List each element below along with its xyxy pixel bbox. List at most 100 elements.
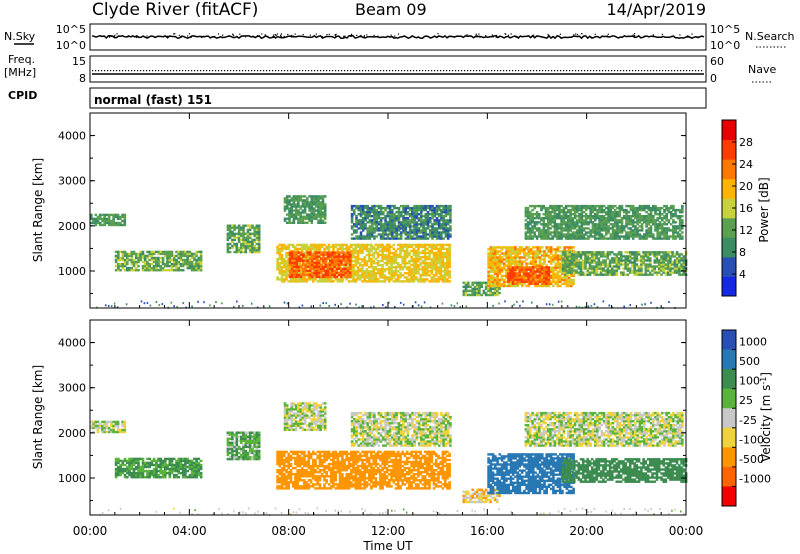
- heatmap-cell: [381, 266, 384, 269]
- heatmap-cell: [634, 227, 637, 230]
- heatmap-cell: [593, 225, 597, 228]
- heatmap-cell: [303, 278, 306, 281]
- heatmap-cell: [620, 223, 624, 226]
- heatmap-cell: [170, 252, 174, 256]
- heatmap-cell: [569, 215, 572, 218]
- nave-dot: [302, 70, 304, 72]
- heatmap-cell: [560, 219, 563, 222]
- heatmap-cell: [323, 211, 327, 214]
- heatmap-cell: [354, 272, 358, 275]
- heatmap-cell: [567, 215, 570, 218]
- heatmap-cell: [152, 264, 156, 268]
- heatmap-cell: [551, 235, 554, 238]
- heatmap-cell: [573, 206, 577, 210]
- heatmap-cell: [388, 251, 391, 255]
- heatmap-cell: [620, 225, 624, 228]
- heatmap-cell: [312, 199, 316, 202]
- heatmap-cell: [558, 274, 562, 277]
- heatmap-cell: [558, 231, 561, 234]
- heatmap-cell: [437, 219, 441, 222]
- heatmap-cell: [596, 215, 599, 218]
- heatmap-cell: [233, 242, 236, 246]
- heatmap-cell: [487, 248, 490, 251]
- heatmap-cell: [582, 229, 586, 232]
- nave-dot: [683, 70, 685, 72]
- heatmap-cell: [384, 208, 387, 212]
- heatmap-cell: [467, 293, 470, 297]
- heatmap-cell: [636, 233, 639, 236]
- heatmap-cell: [578, 231, 581, 234]
- heatmap-cell: [560, 225, 563, 228]
- heatmap-cell: [405, 262, 409, 265]
- nave-dot: [272, 70, 274, 72]
- heatmap-cell: [119, 264, 122, 268]
- heatmap-cell: [676, 233, 680, 236]
- heatmap-cell: [535, 221, 539, 224]
- heatmap-cell: [464, 281, 468, 284]
- heatmap-cell: [388, 206, 392, 210]
- heatmap-cell: [388, 243, 391, 247]
- heatmap-cell: [305, 243, 308, 247]
- heatmap-cell: [531, 217, 534, 220]
- heatmap-cell: [544, 231, 548, 234]
- heatmap-cell: [166, 269, 169, 272]
- heatmap-cell: [296, 280, 299, 283]
- heatmap-cell: [393, 231, 396, 234]
- heatmap-cell: [535, 213, 539, 216]
- heatmap-cell: [549, 258, 553, 261]
- heatmap-cell: [146, 266, 149, 270]
- heatmap-cell: [600, 215, 604, 218]
- nave-dot: [161, 70, 163, 72]
- heatmap-cell: [489, 282, 493, 286]
- heatmap-cell: [667, 219, 671, 222]
- heatmap-cell: [385, 259, 389, 263]
- heatmap-cell: [449, 213, 452, 216]
- heatmap-cell: [611, 204, 615, 208]
- heatmap-cell: [531, 227, 534, 230]
- nave-dot: [149, 70, 151, 72]
- heatmap-cell: [226, 234, 230, 237]
- heatmap-cell: [128, 269, 131, 272]
- heatmap-cell: [494, 252, 497, 255]
- heatmap-cell: [352, 268, 355, 271]
- heatmap-cell: [401, 266, 404, 269]
- heatmap-cell: [614, 215, 617, 218]
- heatmap-cell: [591, 206, 595, 210]
- nave-dot: [140, 70, 142, 72]
- heatmap-cell: [303, 211, 307, 214]
- nave-dot: [95, 70, 97, 72]
- heatmap-cell: [556, 274, 560, 277]
- heatmap-cell: [611, 206, 615, 210]
- heatmap-cell: [399, 235, 403, 238]
- heatmap-cell: [308, 203, 311, 206]
- heatmap-cell: [498, 264, 502, 267]
- heatmap-cell: [545, 246, 548, 249]
- heatmap-cell: [562, 213, 566, 216]
- heatmap-cell: [596, 231, 599, 234]
- heatmap-cell: [433, 215, 436, 218]
- heatmap-cell: [338, 243, 342, 247]
- heatmap-cell: [322, 261, 325, 264]
- nave-dot: [176, 70, 178, 72]
- heatmap-cell: [520, 250, 524, 253]
- heatmap-cell: [500, 252, 504, 255]
- heatmap-cell: [367, 278, 371, 281]
- heatmap-cell: [356, 272, 360, 275]
- heatmap-cell: [532, 256, 535, 259]
- heatmap-cell: [309, 249, 313, 253]
- heatmap-cell: [386, 204, 390, 208]
- heatmap-cell: [439, 278, 442, 281]
- nave-dot: [572, 70, 574, 72]
- heatmap-cell: [503, 268, 506, 271]
- heatmap-cell: [446, 235, 450, 238]
- heatmap-cell: [437, 235, 441, 238]
- heatmap-cell: [388, 247, 391, 251]
- heatmap-cell: [350, 243, 353, 247]
- heatmap-cell: [304, 273, 307, 277]
- heatmap-cell: [381, 272, 384, 275]
- heatmap-cell: [370, 262, 373, 265]
- heatmap-cell: [536, 254, 540, 257]
- nsearch-dot: [394, 35, 396, 37]
- heatmap-cell: [520, 260, 524, 263]
- heatmap-cell: [155, 260, 158, 264]
